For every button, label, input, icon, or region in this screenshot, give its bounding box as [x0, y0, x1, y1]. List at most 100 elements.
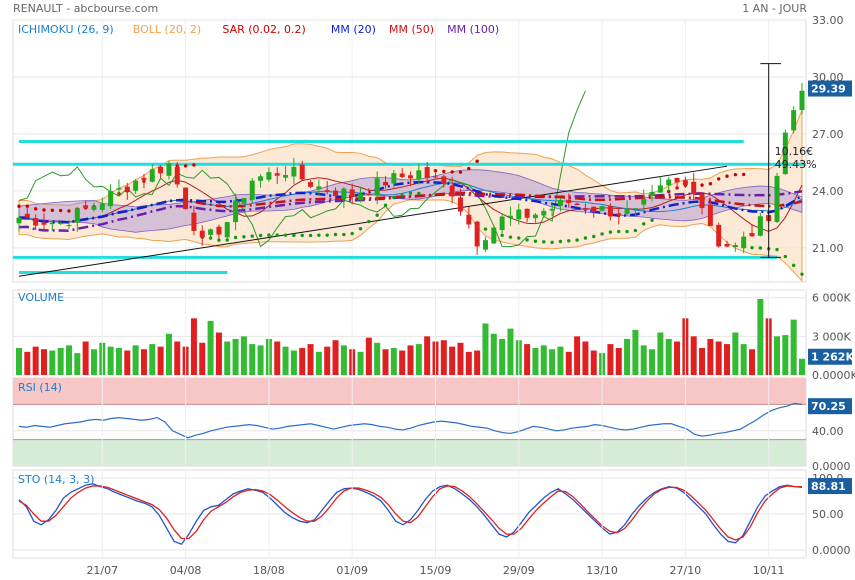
volume-bar	[632, 329, 639, 375]
sar-dot	[592, 234, 596, 239]
rsi-tick-label: 40.00	[812, 425, 844, 438]
candle-body	[224, 222, 230, 238]
sar-dot	[458, 170, 463, 174]
volume-bar	[207, 320, 214, 375]
sar-dot	[408, 191, 413, 195]
candle-body	[341, 188, 347, 200]
sar-dot	[783, 254, 788, 259]
sar-dot	[708, 182, 713, 186]
rsi-oversold-zone	[13, 439, 806, 466]
candle-body	[757, 216, 763, 236]
volume-bar	[82, 341, 89, 375]
sar-dot	[517, 236, 521, 240]
sto-d-line	[18, 485, 802, 541]
candle-body	[699, 193, 705, 209]
x-tick-label: 01/09	[336, 564, 368, 577]
candle-body	[749, 233, 755, 237]
volume-bar	[224, 341, 231, 375]
candle-body	[166, 163, 172, 176]
sar-dot	[275, 233, 279, 237]
volume-bar	[249, 344, 256, 375]
candle-body	[41, 222, 47, 225]
candle-body	[774, 175, 780, 222]
sar-dot	[700, 183, 704, 187]
volume-bar	[382, 349, 389, 375]
sto-title: STO (14, 3, 3)	[18, 473, 94, 486]
legend-entry: MM (100)	[447, 23, 499, 36]
candle-body	[258, 176, 264, 181]
volume-bar	[324, 346, 331, 375]
sar-dot	[467, 166, 471, 171]
candle-body	[449, 185, 455, 197]
candle-body	[249, 180, 255, 200]
mm20-line	[18, 180, 803, 224]
candle-body	[383, 181, 389, 186]
volume-bar	[257, 345, 264, 375]
volume-bar	[332, 340, 339, 375]
sar-dot	[333, 232, 338, 237]
volume-bar	[449, 346, 456, 375]
candle-body	[374, 178, 380, 196]
sar-dot	[575, 238, 579, 242]
volume-bar	[232, 338, 239, 375]
sar-dot	[383, 203, 388, 207]
candle-body	[432, 176, 438, 178]
sar-dot	[758, 246, 763, 250]
candle-body	[233, 200, 239, 223]
volume-bar	[157, 346, 164, 375]
candle-body	[241, 198, 247, 204]
kijun-line	[18, 182, 803, 223]
volume-bar	[490, 333, 497, 375]
candle-body	[49, 222, 55, 225]
candle-body	[491, 227, 497, 244]
volume-bar	[457, 342, 464, 375]
candle-body	[591, 206, 597, 212]
volume-bar	[365, 337, 372, 375]
sar-dot	[242, 235, 246, 239]
measure-percent: 49.43%	[775, 158, 817, 171]
sar-dot	[475, 159, 479, 163]
candle-body	[308, 182, 314, 187]
volume-bar	[24, 351, 31, 375]
sar-dot	[450, 170, 454, 174]
candle-body	[33, 217, 39, 226]
volume-bar	[415, 344, 422, 375]
sar-dot	[567, 239, 571, 243]
volume-bar	[640, 345, 647, 375]
volume-bar	[282, 346, 289, 375]
sar-dot	[317, 233, 321, 237]
sar-dot	[642, 222, 646, 226]
volume-bar	[74, 353, 81, 375]
x-tick-label: 29/09	[503, 564, 535, 577]
price-last-value-bg	[808, 80, 852, 97]
volume-bar	[274, 341, 281, 375]
sar-dot	[800, 272, 804, 276]
sar-dot	[25, 204, 30, 208]
sar-dot	[342, 232, 346, 237]
sar-dot	[583, 236, 588, 240]
sar-dot	[741, 172, 746, 177]
volume-bar	[699, 347, 706, 375]
volume-bar	[549, 349, 556, 375]
volume-bar	[507, 328, 514, 375]
sar-dot	[358, 227, 363, 231]
volume-bar	[32, 346, 39, 375]
volume-bar	[165, 333, 172, 375]
volume-bar	[649, 349, 656, 375]
candle-body	[657, 185, 663, 193]
sar-dot	[508, 235, 513, 239]
candle-body	[474, 221, 480, 247]
sar-dot	[250, 234, 254, 238]
sar-dot	[542, 240, 546, 244]
volume-bar	[49, 350, 56, 375]
rsi-title: RSI (14)	[18, 381, 62, 394]
candle-body	[549, 208, 555, 211]
candle-body	[149, 169, 155, 182]
volume-bar	[607, 344, 614, 375]
price-tick-label: 21.00	[812, 242, 844, 255]
volume-bar	[790, 319, 797, 375]
volume-bar	[524, 344, 531, 375]
candle-body	[791, 110, 797, 131]
sar-dot	[550, 240, 554, 245]
